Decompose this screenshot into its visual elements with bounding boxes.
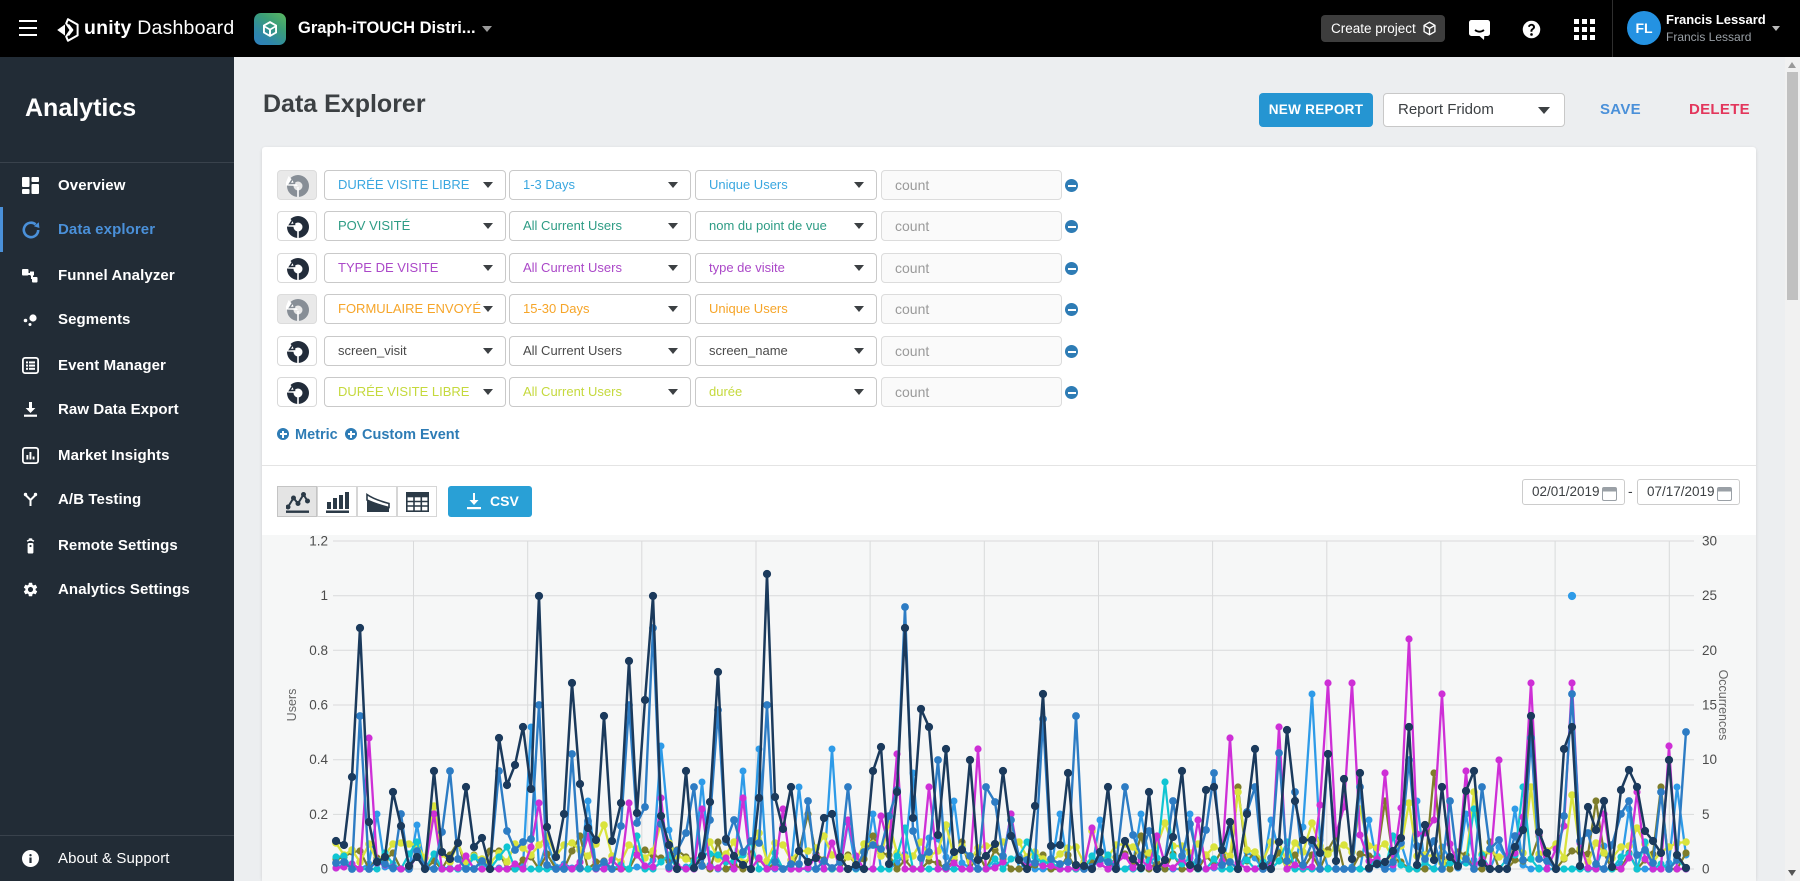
svg-text:1: 1	[320, 588, 328, 603]
svg-text:0: 0	[1702, 862, 1710, 877]
svg-text:0.2: 0.2	[309, 807, 328, 822]
svg-text:15: 15	[1702, 698, 1717, 713]
svg-text:10: 10	[1702, 752, 1717, 767]
svg-text:0.6: 0.6	[309, 698, 328, 713]
svg-text:0: 0	[320, 862, 328, 877]
svg-text:30: 30	[1702, 535, 1717, 549]
svg-text:0.4: 0.4	[309, 752, 328, 767]
svg-text:25: 25	[1702, 588, 1717, 603]
svg-text:Users: Users	[285, 689, 299, 722]
svg-text:1.2: 1.2	[309, 535, 328, 549]
svg-text:0.8: 0.8	[309, 643, 328, 658]
svg-text:5: 5	[1702, 807, 1710, 822]
svg-text:20: 20	[1702, 643, 1717, 658]
svg-text:Occurrences: Occurrences	[1716, 670, 1730, 741]
